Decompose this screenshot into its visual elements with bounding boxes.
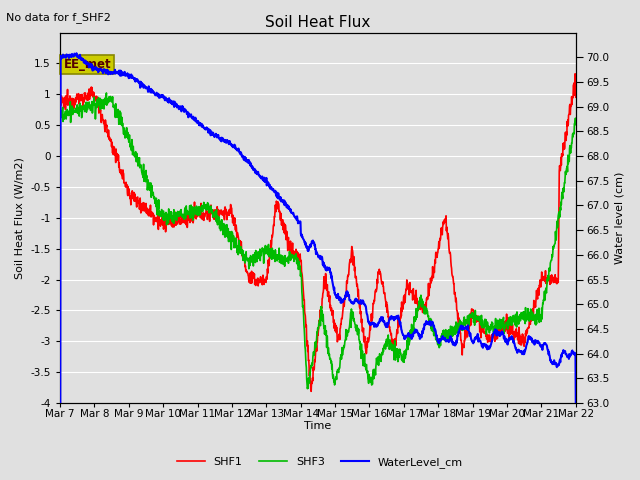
SHF3	[96, 107, 104, 112]
SHF1	[307, 388, 315, 394]
SHF1	[275, 204, 283, 210]
Title: Soil Heat Flux: Soil Heat Flux	[265, 15, 371, 30]
WaterLevel_cm	[117, 69, 125, 74]
X-axis label: Time: Time	[304, 421, 332, 432]
SHF1	[572, 95, 580, 100]
WaterLevel_cm	[275, 195, 283, 201]
SHF1	[350, 254, 358, 260]
WaterLevel_cm	[295, 219, 303, 225]
Y-axis label: Water level (cm): Water level (cm)	[615, 172, 625, 264]
SHF1	[285, 241, 293, 247]
Text: No data for f_SHF2: No data for f_SHF2	[6, 12, 111, 23]
SHF3	[56, 127, 64, 133]
SHF3	[295, 265, 303, 271]
WaterLevel_cm	[286, 207, 294, 213]
Line: WaterLevel_cm: WaterLevel_cm	[60, 53, 576, 403]
SHF1	[117, 171, 125, 177]
SHF3	[286, 252, 294, 258]
Line: SHF3: SHF3	[60, 93, 576, 389]
SHF3	[303, 386, 311, 392]
Legend: SHF1, SHF3, WaterLevel_cm: SHF1, SHF3, WaterLevel_cm	[172, 452, 468, 472]
Text: EE_met: EE_met	[63, 59, 111, 72]
WaterLevel_cm	[56, 400, 64, 406]
SHF1	[295, 252, 303, 258]
SHF3	[350, 318, 358, 324]
SHF3	[117, 120, 125, 125]
Line: SHF1: SHF1	[60, 74, 576, 391]
SHF3	[102, 90, 110, 96]
SHF1	[96, 107, 104, 112]
WaterLevel_cm	[350, 300, 358, 306]
SHF1	[572, 71, 579, 77]
SHF3	[275, 245, 283, 251]
SHF3	[572, 122, 580, 128]
WaterLevel_cm	[72, 50, 80, 56]
Y-axis label: Soil Heat Flux (W/m2): Soil Heat Flux (W/m2)	[15, 157, 25, 279]
SHF1	[56, 119, 64, 125]
WaterLevel_cm	[572, 400, 580, 406]
WaterLevel_cm	[97, 66, 104, 72]
